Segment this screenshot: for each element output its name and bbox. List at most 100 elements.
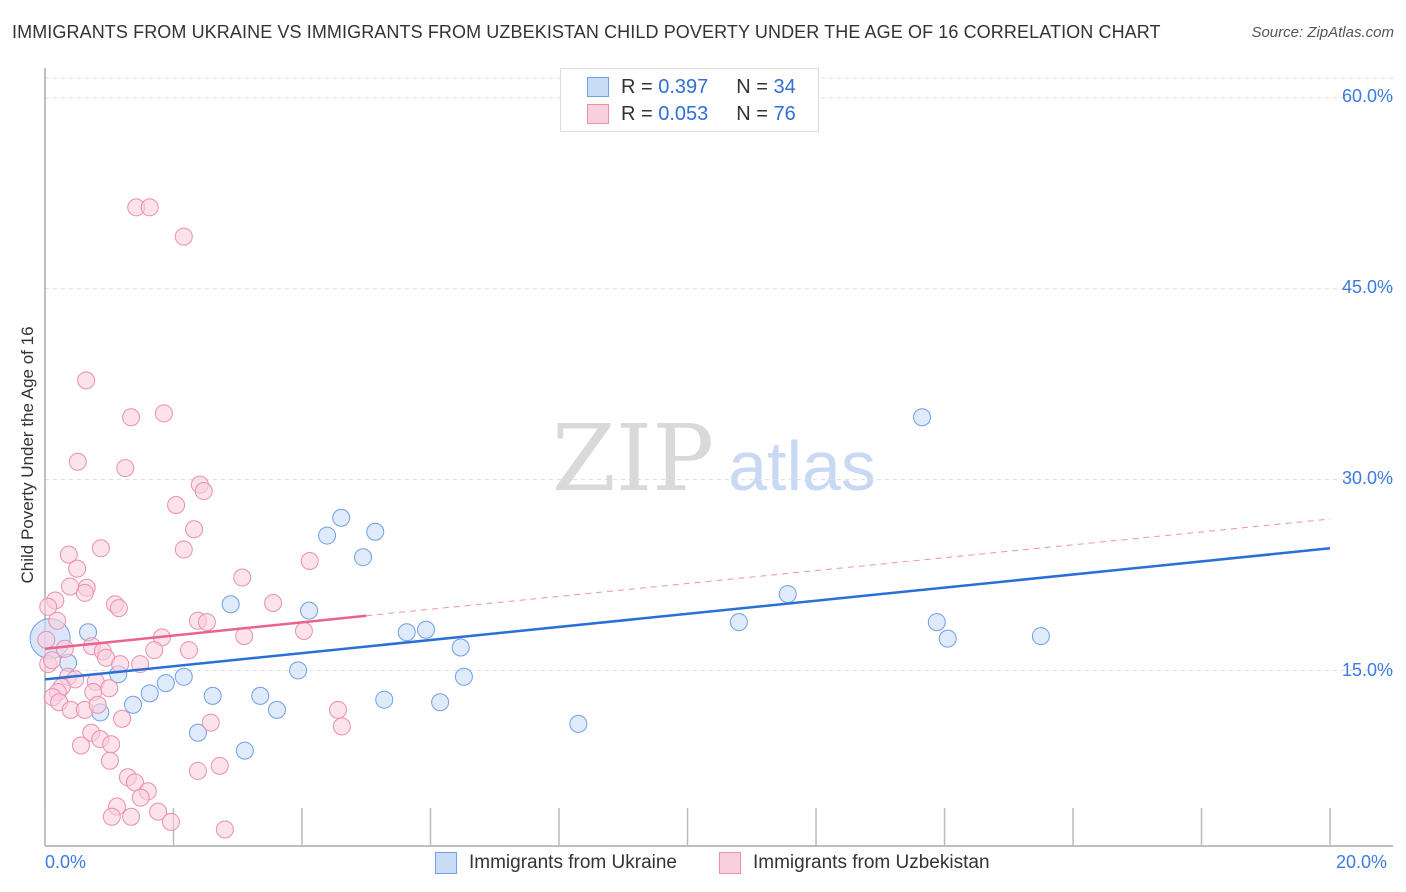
ukraine-point [397, 623, 416, 642]
ukraine-point [778, 585, 797, 604]
legend: R = 0.397 N = 34 R = 0.053 N = 76 [560, 68, 819, 132]
legend-swatch-uzbekistan [719, 852, 741, 874]
legend-row-ukraine: R = 0.397 N = 34 [587, 75, 796, 99]
uzbekistan-trend-line [44, 614, 367, 651]
ukraine-point [375, 690, 394, 709]
legend-swatch-ukraine [587, 77, 609, 97]
legend-r-label: R = [621, 75, 653, 98]
ukraine-point [318, 526, 337, 545]
legend-r-value: 0.397 [658, 75, 709, 98]
uzbekistan-point [100, 679, 119, 698]
uzbekistan-point [102, 807, 121, 826]
ukraine-point [124, 695, 143, 714]
y-tick-label: 45.0% [1341, 277, 1393, 297]
x-tick-label: 0.0% [45, 852, 87, 872]
uzbekistan-point [59, 545, 78, 564]
uzbekistan-point [145, 641, 164, 660]
ukraine-point [431, 693, 450, 712]
ukraine-point [251, 686, 270, 705]
ukraine-point [569, 714, 588, 733]
ukraine-point [451, 638, 470, 657]
uzbekistan-point [300, 552, 319, 571]
ukraine-point [156, 674, 175, 693]
uzbekistan-point [39, 597, 58, 616]
ukraine-trend-line [44, 547, 1331, 681]
legend-swatch-uzbekistan [587, 104, 609, 124]
bottom-legend-ukraine: Immigrants from Ukraine [435, 852, 677, 874]
ukraine-point [289, 661, 308, 680]
uzbekistan-point [102, 735, 121, 754]
uzbekistan-point [179, 641, 198, 660]
legend-swatch-ukraine [435, 852, 457, 874]
uzbekistan-point [131, 788, 150, 807]
uzbekistan-point [188, 761, 207, 780]
uzbekistan-point [201, 713, 220, 732]
uzbekistan-point [116, 459, 135, 478]
uzbekistan-point [48, 611, 67, 630]
legend-label: Immigrants from Ukraine [469, 852, 677, 873]
uzbekistan-point [197, 613, 216, 632]
ukraine-point [188, 723, 207, 742]
uzbekistan-point [61, 577, 80, 596]
ukraine-point [332, 508, 351, 527]
ukraine-point [417, 620, 436, 639]
uzbekistan-point [154, 404, 173, 423]
uzbekistan-point [210, 756, 229, 775]
legend-n-value: 34 [773, 75, 796, 98]
legend-r-label: R = [621, 102, 653, 125]
legend-n-label: N = [736, 102, 768, 125]
uzbekistan-point [100, 751, 119, 770]
ukraine-point [927, 613, 946, 632]
uzbekistan-point [328, 700, 347, 719]
bottom-legend-uzbekistan: Immigrants from Uzbekistan [719, 852, 990, 874]
uzbekistan-point [233, 568, 252, 587]
ukraine-point [140, 684, 159, 703]
uzbekistan-trend-extension [366, 518, 1331, 617]
uzbekistan-point [294, 621, 313, 640]
ukraine-point [300, 601, 319, 620]
uzbekistan-point [174, 227, 193, 246]
ukraine-point [729, 613, 748, 632]
ukraine-point [454, 667, 473, 686]
y-tick-label: 15.0% [1341, 660, 1393, 680]
uzbekistan-point [109, 599, 128, 618]
uzbekistan-point [68, 452, 87, 471]
watermark-zip: ZIP [552, 405, 714, 512]
uzbekistan-point [37, 630, 56, 649]
watermark-atlas: atlas [728, 427, 876, 505]
uzbekistan-point [113, 709, 132, 728]
legend-n-value: 76 [773, 102, 796, 125]
uzbekistan-point [43, 651, 62, 670]
uzbekistan-point [174, 540, 193, 559]
uzbekistan-point [122, 807, 141, 826]
ukraine-point [1031, 627, 1050, 646]
legend-label: Immigrants from Uzbekistan [753, 852, 990, 873]
ukraine-point [267, 700, 286, 719]
ukraine-point [354, 548, 373, 567]
x-tick-label: 20.0% [1336, 852, 1388, 872]
uzbekistan-point [91, 539, 110, 558]
uzbekistan-point [194, 482, 213, 501]
chart-source: Source: ZipAtlas.com [1251, 24, 1394, 41]
ukraine-point [913, 408, 932, 427]
legend-row-uzbekistan: R = 0.053 N = 76 [587, 102, 796, 126]
uzbekistan-point [77, 371, 96, 390]
uzbekistan-point [161, 812, 180, 831]
chart-title: IMMIGRANTS FROM UKRAINE VS IMMIGRANTS FR… [12, 22, 1161, 42]
ukraine-point [174, 667, 193, 686]
uzbekistan-point [88, 695, 107, 714]
legend-n-label: N = [736, 75, 768, 98]
uzbekistan-point [140, 198, 159, 217]
uzbekistan-point [122, 408, 141, 427]
ukraine-point [366, 522, 385, 541]
uzbekistan-point [167, 496, 186, 515]
ukraine-point [235, 741, 254, 760]
uzbekistan-point [215, 820, 234, 839]
uzbekistan-point [71, 736, 90, 755]
ukraine-point [221, 595, 240, 614]
uzbekistan-point [264, 593, 283, 612]
y-tick-label: 60.0% [1341, 86, 1393, 106]
legend-r-value: 0.053 [658, 102, 709, 125]
uzbekistan-point [332, 717, 351, 736]
